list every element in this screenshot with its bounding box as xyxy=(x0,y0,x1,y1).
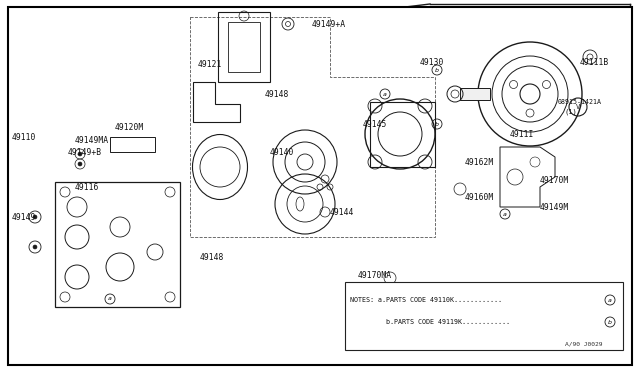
Text: 49140: 49140 xyxy=(270,148,294,157)
Text: 49170M: 49170M xyxy=(540,176,569,185)
Text: b.PARTS CODE 49119K............: b.PARTS CODE 49119K............ xyxy=(350,319,510,325)
Text: 49130: 49130 xyxy=(420,58,444,67)
Text: 49111B: 49111B xyxy=(580,58,609,67)
Text: 49170MA: 49170MA xyxy=(358,270,392,279)
Text: a: a xyxy=(503,212,507,217)
Text: 49144: 49144 xyxy=(330,208,355,217)
Text: V: V xyxy=(576,104,580,110)
Text: 49162M: 49162M xyxy=(465,157,494,167)
Circle shape xyxy=(78,162,82,166)
Text: a: a xyxy=(108,296,112,301)
Text: (1): (1) xyxy=(565,109,578,115)
Text: NOTES: a.PARTS CODE 49110K............: NOTES: a.PARTS CODE 49110K............ xyxy=(350,297,502,303)
Polygon shape xyxy=(460,88,490,100)
Bar xyxy=(345,282,623,350)
Circle shape xyxy=(33,215,37,219)
Text: 49149+B: 49149+B xyxy=(68,148,102,157)
Text: 49145: 49145 xyxy=(363,119,387,128)
Text: b: b xyxy=(435,67,439,73)
Text: 08915-1421A: 08915-1421A xyxy=(558,99,602,105)
Text: b: b xyxy=(608,320,612,324)
Text: 49149: 49149 xyxy=(12,212,36,221)
Text: 49116: 49116 xyxy=(75,183,99,192)
Circle shape xyxy=(78,152,82,156)
Text: 49149+A: 49149+A xyxy=(312,19,346,29)
Text: A/90 J0029: A/90 J0029 xyxy=(565,341,602,346)
Text: 49160M: 49160M xyxy=(465,192,494,202)
Text: 49120M: 49120M xyxy=(115,122,144,131)
Text: 49121: 49121 xyxy=(198,60,222,68)
Text: 4911I: 4911I xyxy=(510,129,534,138)
Text: b: b xyxy=(435,122,439,126)
Bar xyxy=(228,22,260,72)
Text: a: a xyxy=(608,298,612,302)
Text: 49149MA: 49149MA xyxy=(75,135,109,144)
Text: a: a xyxy=(383,92,387,96)
Text: 49148: 49148 xyxy=(265,90,289,99)
Circle shape xyxy=(33,245,37,249)
Text: 49110: 49110 xyxy=(12,132,36,141)
Text: 49148: 49148 xyxy=(200,253,225,262)
Text: 49149M: 49149M xyxy=(540,202,569,212)
